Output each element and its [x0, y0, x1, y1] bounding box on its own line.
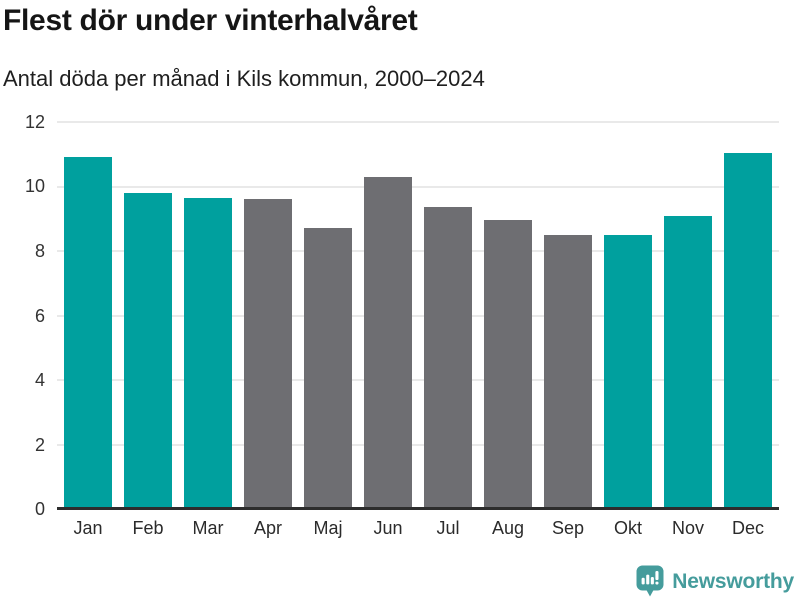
- bar-apr: [244, 199, 292, 509]
- y-tick-label: 4: [34, 369, 45, 390]
- bar-jun: [364, 176, 412, 509]
- plot-area: [57, 121, 779, 510]
- x-axis-labels: Jan Feb Mar Apr Maj Jun Jul Aug Sep Okt Nov Dec: [57, 518, 779, 539]
- gridline: [57, 250, 779, 253]
- gridline: [57, 121, 779, 123]
- gridline: [57, 443, 779, 446]
- y-tick-label: 0: [34, 499, 45, 519]
- bar-jul: [424, 207, 472, 509]
- x-tick-label: Mar: [192, 518, 224, 538]
- brand-logo[interactable]: Newsworthy: [636, 565, 794, 598]
- x-tick-label: Jul: [436, 518, 460, 538]
- bar-sep: [544, 234, 592, 509]
- x-tick-label: Feb: [132, 518, 164, 538]
- x-tick-label: Apr: [253, 518, 282, 538]
- gridline: [57, 185, 779, 188]
- chart-title: Flest dör under vinterhalvåret: [3, 4, 418, 37]
- x-tick-label: Jun: [373, 518, 403, 538]
- bar-aug: [484, 220, 532, 509]
- y-tick-label: 10: [24, 176, 45, 197]
- bar-okt: [604, 234, 652, 509]
- y-axis: 0 2 4 6 8 10 12: [0, 113, 45, 518]
- bar-jan: [64, 157, 112, 509]
- bar-maj: [304, 228, 352, 509]
- y-tick-label: 6: [34, 305, 45, 326]
- x-tick-label: Sep: [551, 518, 585, 538]
- x-axis-line: [57, 507, 779, 510]
- newsworthy-speech-bubble-barchart-icon: [636, 565, 664, 597]
- bar-group: [57, 122, 779, 509]
- y-tick-label: 2: [34, 434, 45, 455]
- x-tick-label: Jan: [73, 518, 103, 538]
- gridline: [57, 314, 779, 317]
- x-tick-label: Dec: [731, 518, 764, 538]
- brand-name: Newsworthy: [672, 570, 794, 593]
- x-tick-label: Aug: [491, 518, 525, 538]
- x-tick-label: Maj: [313, 518, 343, 538]
- bar-mar: [184, 197, 232, 509]
- chart-subtitle: Antal döda per månad i Kils kommun, 2000…: [3, 66, 485, 91]
- bar-nov: [664, 215, 712, 509]
- bar-feb: [124, 192, 172, 509]
- x-tick-label: Okt: [613, 518, 642, 538]
- gridline: [57, 379, 779, 382]
- y-tick-label: 12: [24, 112, 45, 132]
- x-tick-label: Nov: [671, 518, 704, 538]
- y-tick-label: 8: [34, 240, 45, 261]
- bar-dec: [724, 152, 772, 509]
